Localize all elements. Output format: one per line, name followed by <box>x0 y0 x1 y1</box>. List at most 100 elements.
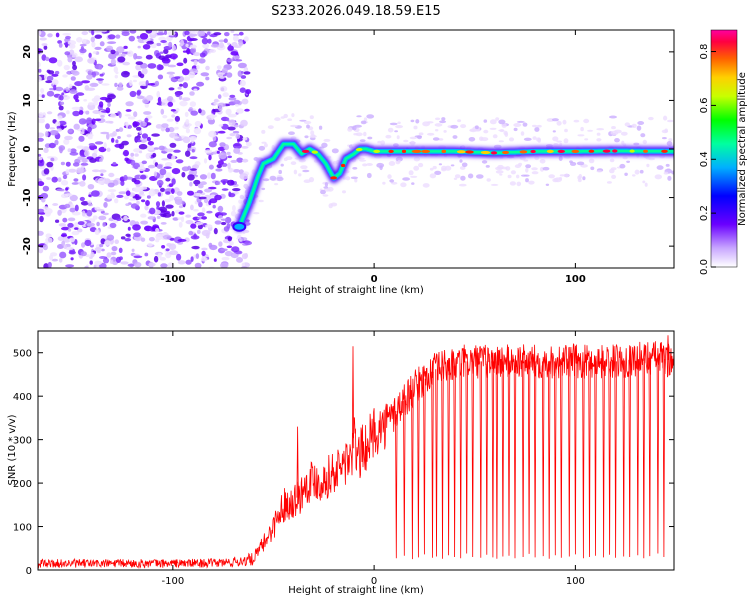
spectrogram-noise-blob <box>243 183 249 189</box>
spectrogram-noise-blob <box>172 217 179 221</box>
spectrogram-noise-blob <box>74 222 79 226</box>
spectrogram-noise-blob <box>147 164 156 169</box>
spectrogram-noise-blob <box>99 41 105 47</box>
spectrogram-noise-blob <box>191 148 195 153</box>
spectrogram-noise-blob <box>142 44 151 50</box>
spectrogram-noise-blob <box>187 190 194 196</box>
spectrogram-noise-blob <box>45 56 50 62</box>
spectrogram-noise-blob <box>166 118 174 122</box>
spectrogram-faint-blob <box>389 122 398 126</box>
spectrogram-noise-blob <box>101 248 105 252</box>
spectrogram-noise-blob <box>107 41 117 44</box>
spectrogram-noise-blob <box>159 51 164 54</box>
spectrogram-noise-blob <box>218 152 227 160</box>
spectrogram-y-tick-label: 20 <box>22 45 33 59</box>
spectrogram-noise-blob <box>182 136 191 144</box>
spectrogram-faint-blob <box>380 140 386 146</box>
snr-x-tick-label: 100 <box>566 576 585 587</box>
spectrogram-noise-blob <box>99 158 103 162</box>
spectrogram-noise-blob <box>176 62 184 67</box>
spectrogram-noise-blob <box>234 45 242 48</box>
spectrogram-noise-blob <box>136 126 142 131</box>
spectrogram-noise-blob <box>123 149 129 157</box>
spectrogram-noise-blob <box>130 152 135 157</box>
spectrogram-noise-blob <box>126 134 132 138</box>
spectrogram-noise-blob <box>39 37 47 41</box>
spectrogram-noise-blob <box>214 194 222 201</box>
snr-y-tick-label: 100 <box>13 523 32 534</box>
spectrogram-noise-blob <box>58 105 64 111</box>
spectrogram-faint-blob <box>498 140 504 143</box>
spectrogram-faint-blob <box>552 130 556 133</box>
spectrogram-noise-field <box>38 30 674 268</box>
spectrogram-noise-blob <box>161 123 169 128</box>
snr-dropout <box>453 365 456 558</box>
spectrogram-noise-blob <box>169 194 175 201</box>
spectrogram-noise-blob <box>103 142 107 149</box>
spectrogram-noise-blob <box>165 191 171 195</box>
spectrogram-faint-blob <box>516 120 525 123</box>
spectrogram-noise-blob <box>38 112 44 118</box>
spectrogram-noise-blob <box>116 217 122 222</box>
spectrogram-noise-blob <box>83 99 88 102</box>
spectrogram-noise-blob <box>70 76 76 81</box>
spectrogram-noise-blob <box>227 126 236 131</box>
spectrogram-faint-blob <box>611 174 617 179</box>
spectrogram-noise-blob <box>223 38 228 43</box>
spectrogram-noise-blob <box>96 78 104 81</box>
spectrogram-faint-blob <box>619 163 626 169</box>
spectrogram-noise-blob <box>230 180 234 185</box>
ridge-hotspot <box>530 149 536 154</box>
spectrogram-faint-blob <box>507 174 512 179</box>
snr-x-tick-label: 0 <box>371 576 377 587</box>
spectrogram-faint-blob <box>391 181 398 185</box>
spectrogram-noise-blob <box>140 121 144 128</box>
spectrogram-faint-blob <box>453 177 458 180</box>
spectrogram-noise-blob <box>226 136 233 140</box>
spectrogram-noise-blob <box>208 186 217 190</box>
spectrogram-faint-blob <box>667 119 674 123</box>
spectrogram-noise-blob <box>111 246 118 252</box>
spectrogram-noise-blob <box>178 95 183 100</box>
spectrogram-faint-blob <box>483 129 489 134</box>
spectrogram-noise-blob <box>134 262 142 268</box>
spectrogram-noise-blob <box>155 238 160 243</box>
spectrogram-noise-blob <box>46 69 51 74</box>
spectrogram-noise-blob <box>221 188 229 191</box>
spectrogram-noise-blob <box>179 39 185 47</box>
spectrogram-noise-blob <box>190 168 197 171</box>
spectrogram-faint-blob <box>280 116 285 119</box>
spectrogram-faint-blob <box>363 131 367 137</box>
spectrogram-noise-blob <box>197 212 205 217</box>
spectrogram-noise-blob <box>181 171 186 178</box>
spectrogram-noise-blob <box>98 64 103 70</box>
spectrogram-noise-blob <box>205 76 210 81</box>
spectrogram-faint-blob <box>545 183 550 186</box>
spectrogram-noise-blob <box>177 260 186 265</box>
spectrogram-noise-blob <box>39 215 44 223</box>
spectrogram-noise-blob <box>82 38 87 44</box>
spectrogram-noise-blob <box>133 255 143 259</box>
spectrogram-noise-blob <box>148 262 156 267</box>
spectrogram-noise-blob <box>244 252 248 259</box>
spectrogram-noise-blob <box>182 68 190 76</box>
spectrogram-noise-blob <box>188 33 198 37</box>
spectrogram-noise-blob <box>71 182 79 185</box>
spectrogram-noise-blob <box>118 247 123 253</box>
spectrogram-noise-blob <box>240 75 247 79</box>
spectrogram-noise-blob <box>203 158 208 164</box>
snr-dropout <box>568 361 571 557</box>
colorbar-tick-label: 0.6 <box>699 97 710 113</box>
spectrogram-noise-blob <box>209 244 218 251</box>
spectrogram-noise-blob <box>94 34 103 39</box>
spectrogram-noise-blob <box>74 204 79 212</box>
spectrogram-noise-blob <box>127 226 131 231</box>
spectrogram-faint-blob <box>454 174 461 179</box>
spectrogram-faint-blob <box>410 175 418 178</box>
snr-dropout <box>527 361 531 554</box>
spectrogram-noise-blob <box>178 221 183 228</box>
spectrogram-noise-blob <box>136 200 140 205</box>
spectrogram-noise-blob <box>46 161 54 168</box>
spectrogram-faint-blob <box>359 159 367 162</box>
spectrogram-faint-blob <box>480 137 489 142</box>
